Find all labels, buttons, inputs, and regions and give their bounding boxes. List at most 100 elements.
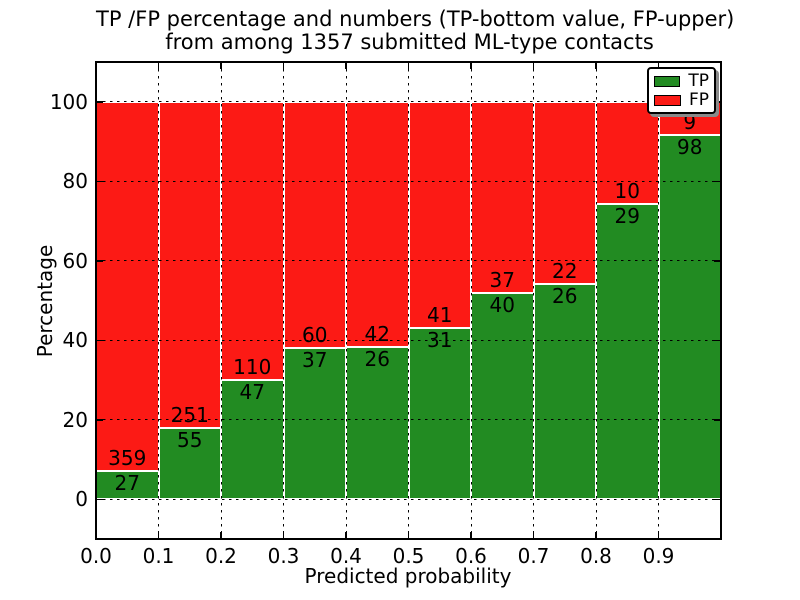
x-tick-label: 0.6 <box>455 544 487 568</box>
fp-count-label: 41 <box>427 303 453 328</box>
axis-tick <box>345 62 347 69</box>
fp-count-label: 10 <box>614 178 640 203</box>
fp-legend-label: FP <box>688 90 709 110</box>
axis-tick <box>96 419 103 421</box>
y-axis-label: Percentage <box>33 244 57 358</box>
tp-count-label: 37 <box>302 347 328 372</box>
axis-tick <box>657 532 660 539</box>
axis-tick <box>96 339 103 341</box>
plot-border <box>95 61 722 540</box>
tp-legend-label: TP <box>688 71 709 91</box>
axis-tick <box>220 532 222 539</box>
fp-count-label: 110 <box>233 355 272 380</box>
fp-count-label: 359 <box>108 446 147 471</box>
axis-tick <box>595 62 597 69</box>
tp-count-label: 26 <box>552 283 578 308</box>
axis-tick <box>595 532 597 539</box>
x-tick-label: 0.5 <box>392 544 425 568</box>
axis-tick <box>470 532 472 539</box>
axis-tick <box>720 62 722 69</box>
axis-tick <box>220 62 222 69</box>
fp-count-label: 37 <box>489 267 515 292</box>
tp-count-label: 40 <box>489 292 515 317</box>
axis-tick <box>96 498 103 500</box>
tp-count-label: 98 <box>677 135 703 160</box>
v-gridline <box>533 62 534 539</box>
legend-row-fp: FP <box>654 91 709 109</box>
axis-tick <box>95 532 97 539</box>
y-tick-label: 0 <box>75 487 88 512</box>
tp-bar-segment <box>471 292 534 500</box>
v-gridline <box>595 62 597 539</box>
x-tick-label: 0.8 <box>580 544 612 568</box>
fp-count-label: 60 <box>302 322 328 347</box>
v-gridline <box>345 62 347 539</box>
fp-legend-swatch <box>654 94 681 106</box>
fp-bar-segment <box>221 101 284 381</box>
v-gridline <box>470 62 472 539</box>
x-tick-label: 0.7 <box>517 544 550 568</box>
fp-bar-segment <box>408 101 471 329</box>
axis-tick <box>720 532 722 539</box>
axis-tick <box>96 101 103 103</box>
v-gridline <box>658 62 659 539</box>
y-tick-label: 60 <box>62 248 88 273</box>
y-tick-label: 80 <box>62 169 88 194</box>
tp-count-label: 55 <box>177 427 203 452</box>
tp-bar-segment <box>283 347 346 500</box>
axis-tick <box>345 532 347 539</box>
chart-title-line-1: TP /FP percentage and numbers (TP-bottom… <box>96 7 735 31</box>
axis-tick <box>407 532 410 539</box>
fp-count-label: 22 <box>552 258 578 283</box>
legend: TP FP <box>647 67 716 114</box>
axis-tick <box>714 180 721 182</box>
v-gridline <box>220 62 222 539</box>
tp-bar-segment <box>96 471 159 500</box>
y-tick-label: 20 <box>62 407 88 432</box>
y-tick-label: 40 <box>62 328 88 353</box>
axis-tick <box>657 62 660 69</box>
axis-tick <box>282 62 285 69</box>
tp-legend-swatch <box>654 75 681 87</box>
fp-count-label: 251 <box>170 402 209 427</box>
legend-row-tp: TP <box>654 72 709 90</box>
axis-tick <box>157 62 160 69</box>
tp-bar-segment <box>596 203 659 500</box>
x-tick-label: 0.2 <box>205 544 237 568</box>
tp-bar-segment <box>221 380 284 500</box>
axis-tick <box>95 62 97 69</box>
x-axis-label: Predicted probability <box>304 564 512 588</box>
axis-tick <box>714 339 721 341</box>
axis-tick <box>714 419 721 421</box>
tp-count-label: 47 <box>239 380 265 405</box>
v-gridline <box>158 62 159 539</box>
x-tick-label: 0.0 <box>80 544 112 568</box>
tp-bar-segment <box>158 427 221 500</box>
v-gridline <box>408 62 409 539</box>
tp-count-label: 29 <box>614 203 640 228</box>
axis-tick <box>96 180 103 182</box>
fp-bar-segment <box>158 101 221 428</box>
axis-tick <box>470 62 472 69</box>
fp-count-label: 9 <box>683 110 697 135</box>
tp-count-label: 26 <box>364 347 390 372</box>
axis-tick <box>714 498 721 500</box>
fp-count-label: 42 <box>364 322 390 347</box>
chart-title: TP /FP percentage and numbers (TP-bottom… <box>96 7 735 54</box>
fp-bar-segment <box>96 101 159 472</box>
axis-tick <box>714 260 721 262</box>
axis-tick <box>532 62 535 69</box>
axis-tick <box>96 260 103 262</box>
axis-tick <box>282 532 285 539</box>
x-tick-label: 0.3 <box>267 544 300 568</box>
tp-count-label: 31 <box>427 328 453 353</box>
x-tick-label: 0.4 <box>330 544 362 568</box>
x-tick-label: 0.1 <box>142 544 175 568</box>
v-gridline <box>283 62 284 539</box>
chart-title-line-2: from among 1357 submitted ML-type contac… <box>165 30 654 54</box>
y-tick-label: 100 <box>49 89 88 114</box>
axis-tick <box>532 532 535 539</box>
x-tick-label: 0.9 <box>642 544 675 568</box>
